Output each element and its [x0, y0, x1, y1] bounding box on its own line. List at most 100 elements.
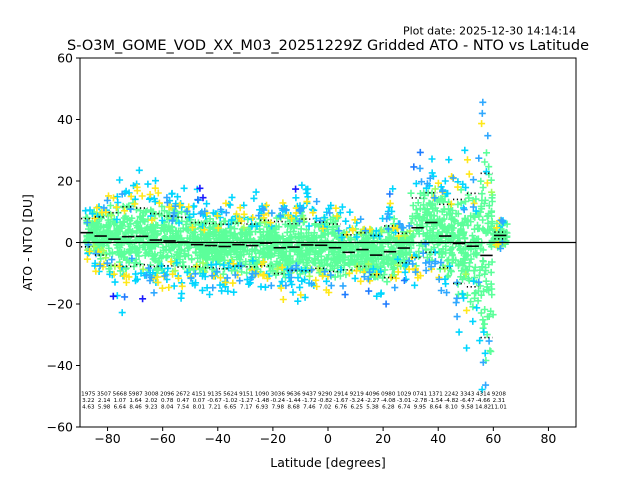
- bin-std-label-22: 8.64: [429, 405, 442, 411]
- x-tick-label--40: −40: [205, 431, 231, 446]
- bin-mean-label-23: -4.82: [444, 398, 458, 404]
- x-tick-label-60: 60: [485, 431, 501, 446]
- bin-count-8: 9135: [207, 392, 222, 398]
- bin-count-7: 4151: [192, 392, 207, 398]
- bin-count-9: 5624: [223, 392, 238, 398]
- bin-count-6: 2672: [176, 392, 190, 398]
- bin-mean-label-2: 1.07: [114, 398, 127, 404]
- bin-count-10: 9151: [239, 392, 254, 398]
- bin-mean-label-21: -2.78: [413, 398, 428, 404]
- bin-std-label-13: 8.68: [287, 405, 300, 411]
- bin-std-label-14: 7.46: [303, 405, 316, 411]
- bin-std-label-7: 8.01: [193, 405, 206, 411]
- bin-mean-label-3: 1.64: [129, 398, 142, 404]
- y-axis-label: ATO - NTO [DU]: [20, 194, 35, 291]
- mean-layer: [80, 221, 507, 257]
- bin-count-18: 4096: [365, 392, 380, 398]
- bin-std-label-23: 8.10: [445, 405, 458, 411]
- bin-mean-label-9: -1.02: [223, 398, 237, 404]
- bin-count-15: 9290: [318, 392, 333, 398]
- bin-std-label-24: 9.58: [461, 405, 474, 411]
- bin-mean-label-10: -1.27: [239, 398, 254, 404]
- bin-std-label-0: 4.63: [82, 405, 95, 411]
- bin-mean-label-24: -6.47: [460, 398, 475, 404]
- y-tick-label-20: 20: [57, 174, 73, 189]
- bin-count-4: 3008: [144, 392, 159, 398]
- bin-std-label-15: 7.02: [319, 405, 331, 411]
- bin-count-11: 1090: [255, 392, 270, 398]
- bin-std-label-12: 7.98: [272, 405, 285, 411]
- x-tick-label--20: −20: [260, 431, 286, 446]
- bin-count-16: 2914: [334, 392, 349, 398]
- bin-mean-label-4: 2.02: [145, 398, 157, 404]
- bin-mean-label-5: 0.78: [161, 398, 174, 404]
- bin-mean-label-0: 3.22: [82, 398, 94, 404]
- bin-count-21: 0741: [413, 392, 428, 398]
- bin-count-17: 9219: [350, 392, 365, 398]
- bin-stats-layer: 1975 3507 5668 5987 3008 2096 2672 4151 9135 5624…: [81, 392, 507, 411]
- bin-std-label-8: 7.21: [208, 405, 221, 411]
- scatter-points-4: [83, 98, 507, 389]
- bin-count-3: 5987: [128, 392, 143, 398]
- bin-count-23: 2242: [444, 392, 458, 398]
- bin-mean-label-11: -1.48: [255, 398, 270, 404]
- bin-std-label-3: 8.46: [129, 405, 142, 411]
- bin-mean-label-20: -3.01: [397, 398, 412, 404]
- bin-count-1: 3507: [97, 392, 112, 398]
- bin-mean-label-15: -0.82: [318, 398, 332, 404]
- y-tick-label--60: −60: [47, 420, 73, 435]
- chart-title: S-O3M_GOME_VOD_XX_M03_20251229Z Gridded …: [67, 38, 589, 54]
- bin-mean-label-1: 2.14: [98, 398, 111, 404]
- x-axis-ticks: −80 −60 −40 −20 0 20 40 60 80: [94, 427, 556, 446]
- y-tick-label-40: 40: [57, 112, 73, 127]
- bin-mean-label-12: -0.24: [271, 398, 286, 404]
- bin-std-label-11: 6.93: [256, 405, 269, 411]
- bin-count-22: 1371: [429, 392, 444, 398]
- bin-count-13: 9636: [286, 392, 301, 398]
- bin-std-label-20: 6.74: [398, 405, 411, 411]
- bin-std-label-16: 6.76: [335, 405, 348, 411]
- bin-std-label-6: 7.54: [177, 405, 190, 411]
- y-axis-ticks: −60 −40 −20 0 20 40 60: [47, 51, 80, 435]
- bin-count-0: 1975: [81, 392, 96, 398]
- x-tick-label-0: 0: [324, 431, 332, 446]
- bin-mean-label-18: -2.27: [365, 398, 380, 404]
- y-tick-label--40: −40: [47, 358, 73, 373]
- bin-count-20: 1029: [397, 392, 412, 398]
- x-axis-label: Latitude [degrees]: [270, 455, 386, 470]
- x-tick-label-20: 20: [375, 431, 391, 446]
- bin-std-label-17: 6.25: [350, 405, 363, 411]
- bin-mean-label-16: -1.67: [334, 398, 349, 404]
- bin-mean-label-26: 2.31: [493, 398, 506, 404]
- bin-std-label-19: 6.28: [382, 405, 395, 411]
- bin-std-label-4: 9.23: [145, 405, 158, 411]
- bin-mean-label-8: -0.67: [207, 398, 222, 404]
- bin-count-14: 9437: [302, 392, 317, 398]
- bin-mean-label-19: -4.08: [381, 398, 396, 404]
- y-tick-label--20: −20: [47, 297, 73, 312]
- x-tick-label--60: −60: [149, 431, 175, 446]
- scatter-layer: [82, 98, 511, 394]
- scatter-points-6: [109, 184, 300, 303]
- y-tick-label-0: 0: [65, 235, 73, 250]
- bin-count-25: 4314: [476, 392, 491, 398]
- bin-mean-label-17: -3.24: [349, 398, 364, 404]
- bin-count-19: 0980: [381, 392, 396, 398]
- bin-mean-label-25: -4.66: [476, 398, 491, 404]
- scatter-points-5: [121, 148, 424, 308]
- bin-std-label-26: 11.01: [491, 405, 507, 411]
- x-tick-label--80: −80: [94, 431, 120, 446]
- bin-std-label-18: 5.38: [366, 405, 379, 411]
- bin-mean-label-7: 0.07: [193, 398, 206, 404]
- x-tick-label-80: 80: [540, 431, 556, 446]
- bin-mean-label-6: 0.47: [177, 398, 190, 404]
- bin-std-label-21: 9.95: [414, 405, 427, 411]
- bin-std-label-5: 8.04: [161, 405, 174, 411]
- bin-std-label-10: 7.17: [240, 405, 253, 411]
- bin-std-label-9: 6.65: [224, 405, 237, 411]
- bin-mean-label-13: -1.44: [286, 398, 301, 404]
- bin-count-26: 9208: [492, 392, 507, 398]
- y-tick-label-60: 60: [57, 51, 73, 66]
- bin-mean-label-22: -1.54: [428, 398, 443, 404]
